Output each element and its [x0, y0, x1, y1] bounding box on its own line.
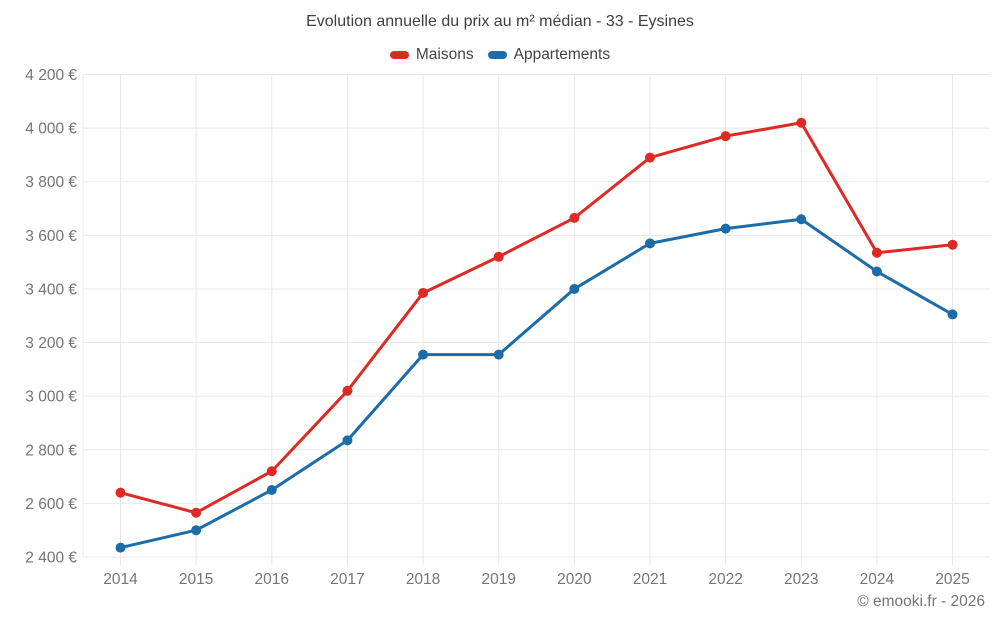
x-tick-label: 2024	[860, 571, 895, 588]
x-tick-label: 2021	[633, 571, 667, 588]
data-point-maisons-2020[interactable]	[569, 212, 580, 223]
x-tick-label: 2016	[255, 571, 289, 588]
data-point-maisons-2022[interactable]	[720, 131, 731, 142]
data-point-appartements-2021[interactable]	[644, 238, 655, 249]
data-point-appartements-2017[interactable]	[342, 435, 353, 446]
x-tick-label: 2015	[179, 571, 213, 588]
data-point-maisons-2019[interactable]	[493, 251, 504, 262]
data-point-appartements-2023[interactable]	[796, 214, 807, 225]
data-point-maisons-2017[interactable]	[342, 385, 353, 396]
x-tick-label: 2014	[103, 571, 138, 588]
legend: Maisons Appartements	[0, 46, 1000, 64]
x-tick-label: 2018	[406, 571, 440, 588]
data-point-appartements-2025[interactable]	[947, 309, 958, 320]
x-tick-label: 2022	[708, 571, 742, 588]
data-point-appartements-2015[interactable]	[191, 525, 202, 536]
x-tick-label: 2025	[935, 571, 969, 588]
legend-label-maisons: Maisons	[415, 46, 474, 63]
y-tick-label: 3 600 €	[25, 228, 77, 245]
data-point-appartements-2014[interactable]	[115, 542, 126, 553]
x-tick-label: 2023	[784, 571, 818, 588]
appartements-series-swatch-icon	[487, 51, 507, 59]
chart-title: Evolution annuelle du prix au m² médian …	[306, 13, 694, 30]
data-point-appartements-2019[interactable]	[493, 349, 504, 360]
y-tick-label: 3 200 €	[25, 335, 77, 352]
y-tick-label: 3 800 €	[25, 174, 77, 191]
data-point-appartements-2020[interactable]	[569, 283, 580, 294]
y-tick-label: 4 000 €	[25, 121, 77, 138]
footer-credit: © emooki.fr - 2026	[857, 593, 985, 610]
legend-item-appartements[interactable]: Appartements	[487, 46, 611, 64]
data-point-maisons-2025[interactable]	[947, 239, 958, 250]
data-point-maisons-2018[interactable]	[418, 287, 429, 298]
x-tick-label: 2017	[330, 571, 364, 588]
x-tick-label: 2019	[481, 571, 515, 588]
data-point-maisons-2024[interactable]	[871, 247, 882, 258]
data-point-appartements-2018[interactable]	[418, 349, 429, 360]
y-tick-label: 3 400 €	[25, 281, 77, 298]
data-point-maisons-2016[interactable]	[266, 466, 277, 477]
series-line-maisons	[119, 121, 955, 515]
data-point-appartements-2022[interactable]	[720, 223, 731, 234]
y-tick-label: 3 000 €	[25, 389, 77, 406]
data-point-appartements-2016[interactable]	[266, 484, 277, 495]
y-tick-label: 2 800 €	[25, 442, 77, 459]
data-point-maisons-2023[interactable]	[796, 117, 807, 128]
data-point-maisons-2014[interactable]	[115, 487, 126, 498]
data-point-maisons-2021[interactable]	[644, 152, 655, 163]
y-tick-label: 2 600 €	[25, 496, 77, 513]
legend-item-maisons[interactable]: Maisons	[389, 46, 474, 64]
x-tick-label: 2020	[557, 571, 592, 588]
data-point-appartements-2024[interactable]	[871, 266, 882, 277]
y-tick-label: 2 400 €	[25, 550, 77, 567]
legend-label-appartements: Appartements	[513, 46, 611, 63]
y-tick-label: 4 200 €	[25, 67, 77, 84]
maisons-series-swatch-icon	[389, 51, 409, 59]
data-point-maisons-2015[interactable]	[191, 507, 202, 518]
series-line-appartements	[119, 217, 955, 550]
